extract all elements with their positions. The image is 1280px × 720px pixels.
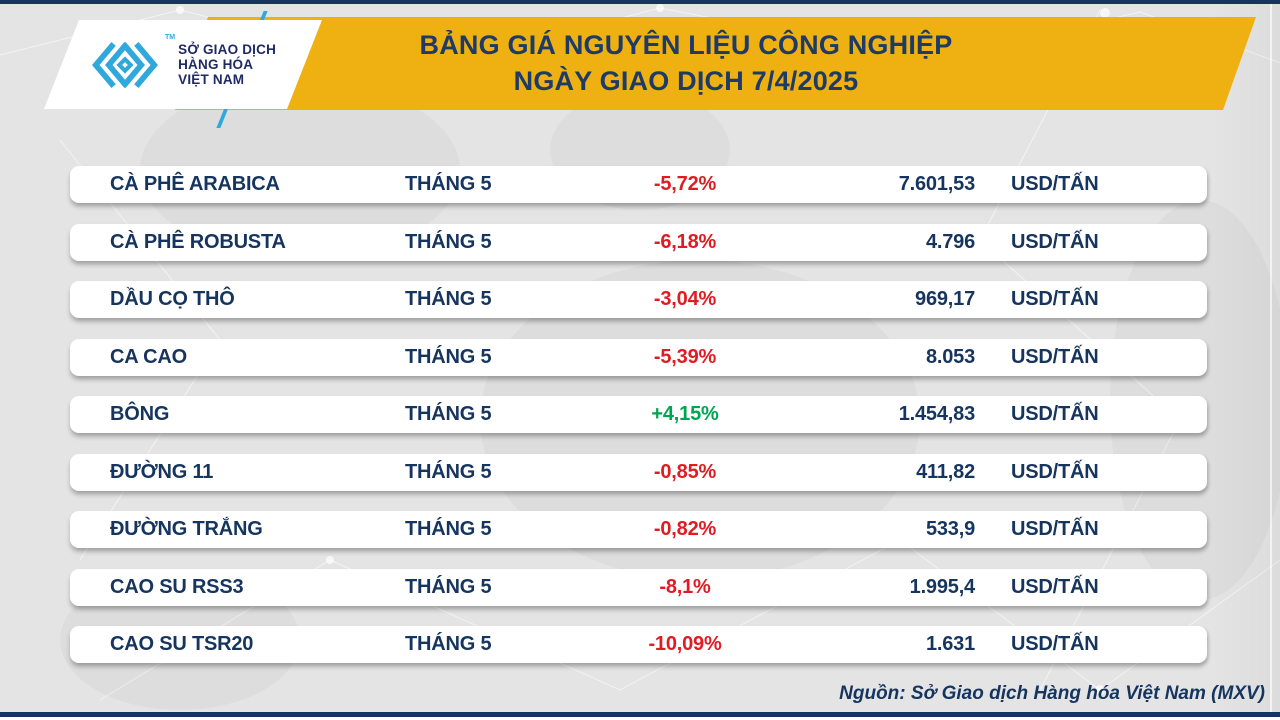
commodity-name: BÔNG: [110, 403, 170, 425]
price-value: 8.053: [925, 345, 975, 368]
change-percent: -0,82%: [653, 518, 717, 540]
bottom-accent-bar: [0, 712, 1280, 717]
price-value: 1.454,83: [898, 403, 975, 425]
price-unit: USD/TẤN: [1011, 575, 1099, 598]
change-percent: +4,15%: [651, 403, 719, 425]
price-unit: USD/TẤN: [1011, 345, 1099, 368]
change-percent: -6,18%: [653, 230, 717, 253]
change-percent: -5,39%: [653, 345, 717, 368]
price-unit: USD/TẤN: [1011, 288, 1099, 310]
commodity-name: CAO SU RSS3: [110, 575, 244, 598]
bottom-white-strip: [0, 717, 1280, 720]
commodity-name: ĐƯỜNG 11: [110, 460, 214, 483]
contract-month: THÁNG 5: [405, 575, 492, 598]
price-unit: USD/TẤN: [1011, 633, 1099, 655]
price-value: 969,17: [915, 288, 975, 310]
top-accent-bar: [0, 0, 1280, 4]
table-row: CÀ PHÊ ROBUSTA THÁNG 5 -6,18% 4.796 USD/…: [70, 223, 1207, 261]
change-percent: -0,85%: [653, 460, 717, 483]
price-unit: USD/TẤN: [1011, 173, 1099, 195]
price-value: 1.995,4: [909, 575, 976, 598]
logo-org-line: HÀNG HÓA: [178, 56, 254, 72]
commodity-name: CÀ PHÊ ARABICA: [110, 173, 280, 195]
contract-month: THÁNG 5: [405, 403, 492, 425]
price-value: 4.796: [925, 230, 975, 253]
mxv-logo-card: TM SỞ GIAO DỊCH HÀNG HÓA VIỆT NAM: [44, 20, 322, 109]
table-row: BÔNG THÁNG 5 +4,15% 1.454,83 USD/TẤN: [70, 396, 1207, 433]
commodity-name: ĐƯỜNG TRẮNG: [110, 518, 263, 540]
table-row: CAO SU TSR20 THÁNG 5 -10,09% 1.631 USD/T…: [70, 626, 1207, 663]
price-unit: USD/TẤN: [1011, 403, 1099, 425]
price-value: 7.601,53: [898, 173, 975, 195]
price-unit: USD/TẤN: [1011, 460, 1099, 483]
contract-month: THÁNG 5: [405, 288, 492, 310]
change-percent: -5,72%: [653, 173, 717, 195]
page-title: BẢNG GIÁ NGUYÊN LIỆU CÔNG NGHIỆP: [419, 29, 953, 60]
mxv-logo-icon: [86, 38, 164, 92]
background-right-band: [1210, 0, 1280, 720]
price-value: 411,82: [916, 460, 975, 483]
title-banner: BẢNG GIÁ NGUYÊN LIỆU CÔNG NGHIỆP NGÀY GI…: [160, 17, 1256, 110]
commodity-name: CAO SU TSR20: [110, 633, 254, 655]
logo-org-name: SỞ GIAO DỊCH HÀNG HÓA VIỆT NAM: [178, 42, 276, 87]
contract-month: THÁNG 5: [405, 460, 492, 483]
table-row: DẦU CỌ THÔ THÁNG 5 -3,04% 969,17 USD/TẤN: [70, 281, 1207, 318]
change-percent: -3,04%: [653, 288, 717, 310]
contract-month: THÁNG 5: [405, 173, 492, 195]
trading-date-subtitle: NGÀY GIAO DỊCH 7/4/2025: [513, 65, 859, 96]
change-percent: -10,09%: [648, 633, 722, 655]
price-value: 1.631: [925, 633, 975, 655]
price-unit: USD/TẤN: [1011, 230, 1099, 253]
table-row: CAO SU RSS3 THÁNG 5 -8,1% 1.995,4 USD/TẤ…: [70, 568, 1207, 606]
table-row: ĐƯỜNG TRẮNG THÁNG 5 -0,82% 533,9 USD/TẤN: [70, 511, 1207, 548]
commodity-name: CA CAO: [110, 345, 187, 368]
contract-month: THÁNG 5: [405, 633, 492, 655]
source-credit: Nguồn: Sở Giao dịch Hàng hóa Việt Nam (M…: [839, 683, 1265, 704]
trademark-mark: TM: [165, 34, 176, 41]
price-table: CÀ PHÊ ARABICA THÁNG 5 -5,72% 7.601,53 U…: [70, 166, 1207, 663]
table-row: ĐƯỜNG 11 THÁNG 5 -0,85% 411,82 USD/TẤN: [70, 453, 1207, 491]
logo-org-line: VIỆT NAM: [178, 72, 245, 88]
price-unit: USD/TẤN: [1011, 518, 1099, 540]
commodity-name: DẦU CỌ THÔ: [110, 288, 235, 310]
commodity-name: CÀ PHÊ ROBUSTA: [110, 230, 286, 253]
contract-month: THÁNG 5: [405, 518, 492, 540]
logo-org-line: SỞ GIAO DỊCH: [178, 41, 277, 57]
contract-month: THÁNG 5: [405, 345, 492, 368]
table-row: CA CAO THÁNG 5 -5,39% 8.053 USD/TẤN: [70, 338, 1207, 376]
table-row: CÀ PHÊ ARABICA THÁNG 5 -5,72% 7.601,53 U…: [70, 166, 1207, 203]
price-value: 533,9: [925, 518, 975, 540]
change-percent: -8,1%: [659, 575, 711, 598]
contract-month: THÁNG 5: [405, 230, 492, 253]
background-right-line: [1270, 0, 1272, 720]
